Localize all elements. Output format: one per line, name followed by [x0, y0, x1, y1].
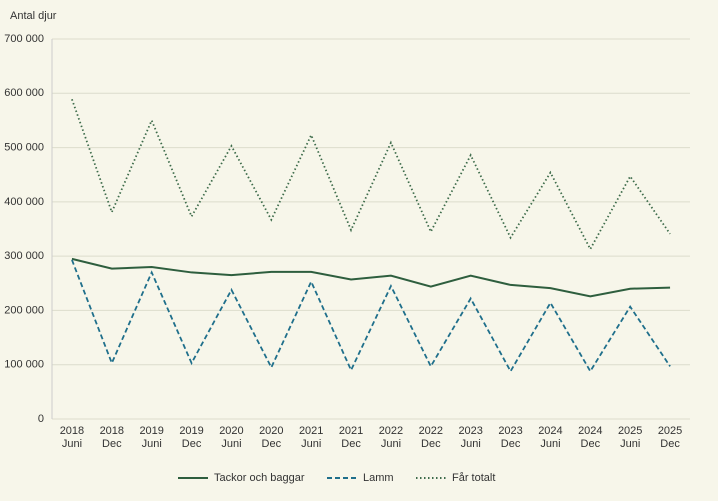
- x-tick-label: 2024 Juni: [538, 425, 563, 450]
- x-tick-label: 2022 Dec: [418, 425, 444, 450]
- y-tick-label: 600 000: [4, 87, 44, 99]
- x-tick-label: 2021 Juni: [298, 425, 324, 450]
- x-tick-label: 2018 Juni: [59, 425, 85, 450]
- series-line: [71, 257, 671, 298]
- x-tick-label: 2019 Dec: [179, 425, 204, 450]
- y-tick-label: 100 000: [4, 359, 44, 371]
- series-line: [71, 98, 671, 251]
- y-tick-label: 200 000: [4, 304, 44, 316]
- y-axis-title: Antal djur: [10, 10, 57, 22]
- x-tick-label: 2025 Juni: [617, 425, 643, 450]
- series-line: [71, 259, 671, 374]
- x-tick-label: 2023 Juni: [458, 425, 483, 450]
- x-tick-label: 2020 Dec: [259, 425, 284, 450]
- legend-label: Lamm: [363, 472, 394, 484]
- x-tick-label: 2018 Dec: [99, 425, 125, 450]
- x-tick-label: 2024 Dec: [578, 425, 603, 450]
- x-tick-label: 2025 Dec: [657, 425, 683, 450]
- y-tick-label: 0: [38, 413, 44, 425]
- x-tick-label: 2019 Juni: [139, 425, 164, 450]
- y-tick-label: 300 000: [4, 250, 44, 262]
- y-tick-label: 700 000: [4, 33, 44, 45]
- y-tick-label: 500 000: [4, 141, 44, 153]
- x-tick-label: 2020 Juni: [219, 425, 244, 450]
- x-tick-label: 2023 Dec: [498, 425, 523, 450]
- y-tick-label: 400 000: [4, 196, 44, 208]
- x-tick-label: 2022 Juni: [378, 425, 404, 450]
- legend-label: Tackor och baggar: [214, 472, 305, 484]
- x-tick-label: 2021 Dec: [338, 425, 364, 450]
- legend-label: Får totalt: [452, 472, 495, 484]
